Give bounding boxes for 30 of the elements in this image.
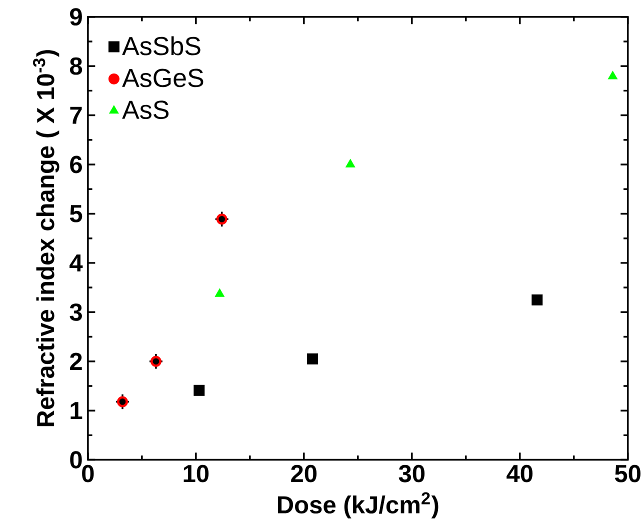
point — [608, 71, 618, 80]
y-tick-label: 8 — [70, 57, 82, 75]
legend-label: AsS — [122, 100, 169, 120]
y-tick-label: 6 — [70, 156, 82, 174]
x-tick-label: 10 — [184, 464, 209, 482]
x-tick-label: 30 — [398, 464, 425, 482]
legend-label: AsSbS — [122, 36, 200, 56]
point — [346, 159, 356, 168]
y-tick-label: 9 — [70, 8, 82, 26]
x-tick-label: 0 — [82, 464, 94, 482]
y-tick-label: 2 — [70, 352, 82, 370]
point — [307, 353, 318, 364]
y-tick-label: 7 — [70, 106, 82, 124]
x-tick-label: 20 — [291, 464, 317, 482]
point — [150, 356, 162, 367]
y-tick-label: 4 — [70, 254, 83, 272]
y-tick-label: 5 — [70, 205, 82, 222]
point — [532, 294, 543, 306]
y-axis-title: Refractive index change ( X 10$^{-3}$) — [33, 50, 60, 426]
point — [194, 384, 205, 396]
y-tick-label: 1 — [70, 402, 82, 420]
y-tick-label: 0 — [70, 451, 82, 469]
legend-label: AsGeS — [122, 68, 204, 88]
y-tick-label: 3 — [70, 304, 82, 321]
point — [214, 288, 224, 297]
point — [216, 214, 228, 225]
x-tick-label: 50 — [614, 464, 640, 482]
x-tick-label: 40 — [506, 464, 533, 482]
x-axis-title: Dose (kJ/cm$^{2}$) — [278, 492, 438, 518]
point — [117, 396, 128, 408]
